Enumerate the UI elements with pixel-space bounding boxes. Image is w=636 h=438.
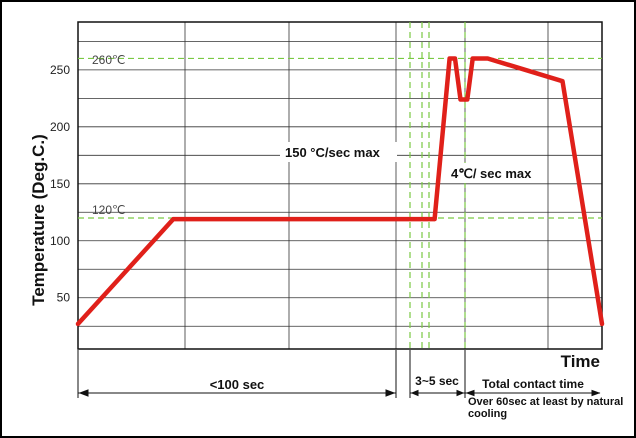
x-axis-title: Time [561, 352, 600, 371]
cooling-note: Over 60sec at least by natural cooling [468, 396, 628, 420]
y-tick-labels: 50 100 150 200 250 [50, 63, 70, 305]
curve-point [561, 79, 565, 83]
y-tick-label: 250 [50, 63, 70, 77]
curve-point [171, 217, 175, 221]
cooling-rate-annotation: 4℃/ sec max [451, 166, 532, 181]
y-tick-label: 50 [57, 291, 71, 305]
interval-label-preheat: <100 sec [210, 377, 265, 392]
curve-point [433, 217, 437, 221]
y-tick-label: 100 [50, 234, 70, 248]
curve-point [600, 322, 604, 326]
curve-point [471, 56, 475, 60]
curve-point [453, 56, 457, 60]
curve-point [465, 97, 469, 101]
y-axis-title: Temperature (Deg.C.) [29, 134, 48, 306]
curve-point [76, 322, 80, 326]
curve-point [458, 97, 462, 101]
y-tick-label: 200 [50, 120, 70, 134]
ref-label-260: 260℃ [92, 53, 126, 67]
interval-label-peak: 3~5 sec [415, 374, 459, 388]
curve-points [76, 56, 604, 325]
y-tick-label: 150 [50, 177, 70, 191]
ref-label-120: 120℃ [92, 203, 126, 217]
ramp-rate-annotation: 150 °C/sec max [285, 145, 381, 160]
interval-label-contact: Total contact time [482, 377, 584, 391]
curve-point [486, 56, 490, 60]
curve-point [448, 56, 452, 60]
reference-lines [78, 58, 602, 218]
